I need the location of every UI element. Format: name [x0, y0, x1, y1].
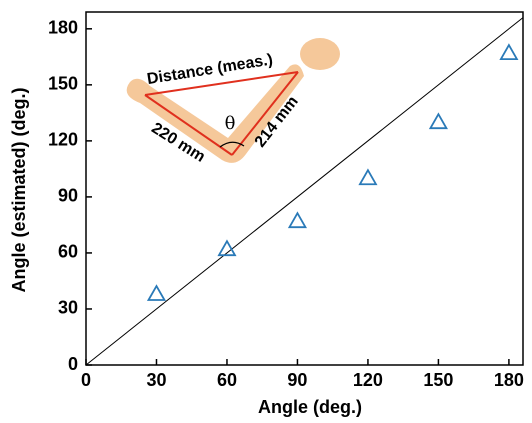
distance-line: [144, 71, 299, 96]
y-tick-label: 120: [48, 130, 78, 150]
data-point: [146, 284, 167, 301]
data-point: [287, 211, 308, 229]
y-tick-label: 30: [58, 298, 78, 318]
y-tick-label: 60: [58, 242, 78, 262]
y-tick-label: 150: [48, 74, 78, 94]
inset-diagram: Distance (meas.) 220 mm 214 mm θ: [126, 38, 340, 166]
arm-segment: [144, 94, 233, 156]
x-tick-label: 30: [146, 370, 166, 390]
x-axis-label: Angle (deg.): [258, 397, 362, 417]
x-tick-label: 60: [217, 370, 237, 390]
data-point: [499, 43, 519, 60]
annotation: θ: [225, 113, 236, 134]
data-point: [358, 168, 378, 186]
x-tick-label: 150: [423, 370, 453, 390]
data-point: [428, 112, 448, 130]
x-tick-label: 90: [287, 370, 307, 390]
x-tick-label: 0: [81, 370, 91, 390]
y-tick-label: 0: [68, 354, 78, 374]
x-tick-label: 120: [353, 370, 383, 390]
y-tick-label: 90: [58, 186, 78, 206]
annotation: Distance (meas.): [146, 51, 274, 88]
data-point: [217, 239, 237, 257]
y-axis-label: Angle (estimated) (deg.): [9, 87, 29, 292]
hand-shape: [300, 38, 340, 70]
identity-line: [85, 17, 524, 366]
arm-segment: [231, 71, 299, 156]
plot-frame: [85, 11, 524, 366]
angle-arc: [219, 141, 245, 148]
x-tick-label: 180: [494, 370, 524, 390]
y-tick-label: 180: [48, 18, 78, 38]
